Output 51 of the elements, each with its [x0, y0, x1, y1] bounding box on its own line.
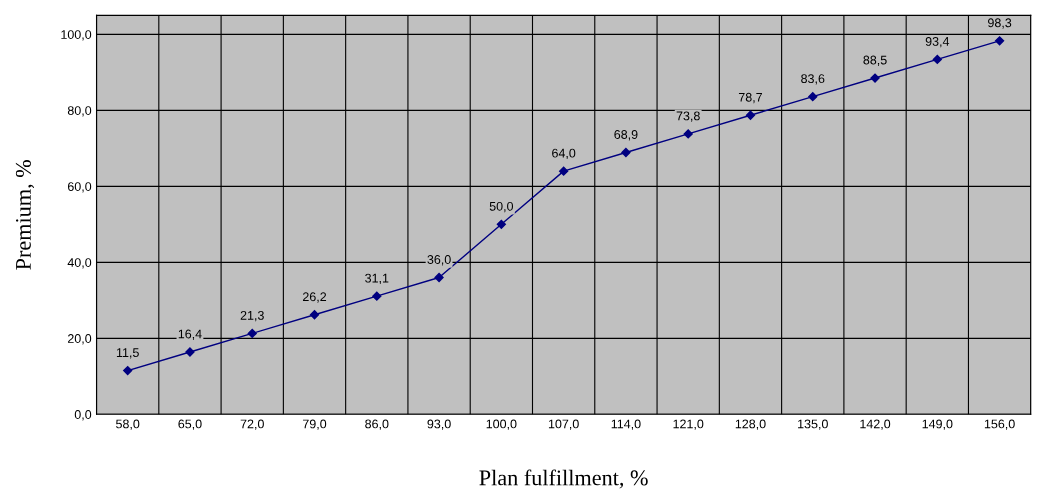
x-tick-label: 149,0	[922, 419, 953, 430]
data-label: 64,0	[552, 148, 576, 160]
x-tick-label: 128,0	[735, 419, 766, 430]
y-tick-label: 80,0	[67, 106, 92, 117]
y-tick-label: 40,0	[67, 258, 92, 269]
data-label: 26,2	[302, 292, 327, 303]
data-label: 36,0	[427, 255, 451, 266]
point	[309, 310, 320, 320]
x-tick-label: 93,0	[427, 419, 451, 430]
x-tick-label: 79,0	[302, 419, 327, 430]
data-label: 50,0	[489, 201, 514, 213]
data-label: 68,9	[614, 130, 638, 141]
x-tick-label: 65,0	[178, 419, 202, 430]
x-tick-label: 121,0	[673, 419, 704, 430]
point	[496, 219, 506, 229]
x-tick-label: 156,0	[984, 419, 1015, 430]
point	[559, 166, 569, 176]
x-tick-label: 58,0	[116, 419, 140, 430]
y-axis-title: Premium, %	[15, 160, 35, 270]
point	[932, 54, 942, 65]
x-tick-label: 142,0	[860, 419, 891, 430]
y-tick-label: 60,0	[67, 182, 92, 193]
data-label: 11,5	[116, 348, 139, 359]
y-tick-label: 100,0	[61, 30, 92, 41]
data-label: 16,4	[178, 329, 202, 340]
x-tick-label: 100,0	[486, 419, 517, 430]
data-label: 83,6	[801, 74, 825, 85]
data-label: 98,3	[988, 18, 1012, 29]
data-label: 73,8	[676, 111, 700, 122]
x-tick-label: 107,0	[548, 419, 579, 430]
x-tick-label: 135,0	[798, 419, 828, 430]
point	[247, 328, 257, 339]
data-label: 31,1	[365, 273, 389, 285]
point	[808, 92, 818, 102]
x-axis-title: Plan fulfillment, %	[479, 469, 648, 489]
y-tick-label: 0,0	[74, 410, 92, 421]
data-label: 93,4	[925, 36, 950, 48]
x-tick-label: 72,0	[240, 419, 264, 430]
point	[123, 365, 133, 376]
point	[683, 129, 693, 139]
data-label: 88,5	[863, 55, 887, 66]
point	[745, 110, 756, 120]
point	[621, 147, 631, 158]
point	[994, 36, 1005, 46]
x-tick-label: 86,0	[365, 419, 389, 430]
y-tick-label: 20,0	[67, 334, 92, 345]
point	[372, 291, 382, 301]
x-tick-label: 114,0	[611, 419, 641, 430]
data-label: 78,7	[738, 92, 763, 104]
point	[434, 272, 444, 283]
data-label: 21,3	[240, 310, 264, 322]
